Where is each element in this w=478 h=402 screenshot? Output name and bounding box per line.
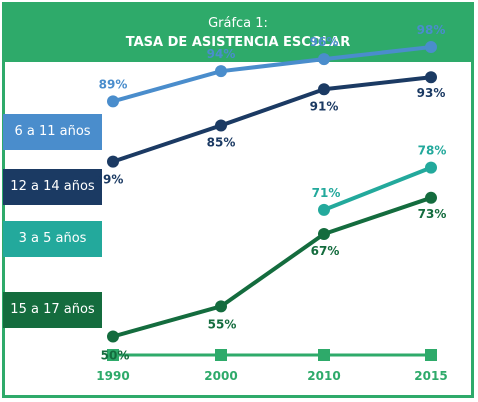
data-point (425, 41, 437, 54)
legend-label-15-17: 15 a 17 años (3, 292, 102, 328)
data-label: 73% (418, 207, 447, 221)
data-label: 94% (207, 47, 236, 61)
chart-header: Gráfca 1: TASA DE ASISTENCIA ESCOLAR (5, 5, 471, 62)
legend-label-6-11: 6 a 11 años (3, 114, 102, 150)
x-axis-marker (318, 349, 330, 361)
data-point (107, 95, 119, 108)
data-point (318, 203, 330, 216)
data-label: 55% (208, 317, 237, 331)
data-label: 50% (101, 349, 130, 363)
data-point (215, 119, 227, 132)
x-axis-marker (215, 349, 227, 361)
series-line (112, 75, 432, 164)
data-point (215, 65, 227, 78)
legend-label-3-5: 3 a 5 años (3, 221, 102, 257)
data-label: 71% (312, 186, 341, 200)
data-point (107, 155, 119, 168)
data-label: 67% (311, 244, 340, 258)
data-label: 93% (417, 86, 446, 100)
x-tick-label: 1990 (96, 369, 129, 383)
data-point (215, 300, 227, 313)
data-point (318, 53, 330, 66)
x-axis-marker (107, 349, 119, 361)
data-label: 91% (310, 99, 339, 113)
data-point (425, 161, 437, 174)
data-label: 89% (99, 77, 128, 91)
chart-subtitle: Gráfca 1: (208, 16, 268, 31)
data-point (318, 227, 330, 240)
data-label: 79% (95, 173, 124, 187)
legend-label-12-14: 12 a 14 años (3, 169, 102, 205)
x-tick-label: 2000 (204, 369, 237, 383)
data-label: 78% (418, 144, 447, 158)
series-line (112, 195, 432, 339)
x-tick-label: 2015 (414, 369, 447, 383)
data-point (318, 83, 330, 96)
series-line (112, 45, 432, 104)
x-axis-marker (425, 349, 437, 361)
data-point (425, 71, 437, 84)
x-tick-label: 2010 (307, 369, 340, 383)
data-point (107, 330, 119, 343)
chart-title: TASA DE ASISTENCIA ESCOLAR (125, 35, 351, 50)
data-label: 96% (310, 35, 339, 49)
data-label: 85% (207, 135, 236, 149)
data-label: 98% (417, 23, 446, 37)
series-line (323, 165, 432, 212)
data-point (425, 191, 437, 204)
